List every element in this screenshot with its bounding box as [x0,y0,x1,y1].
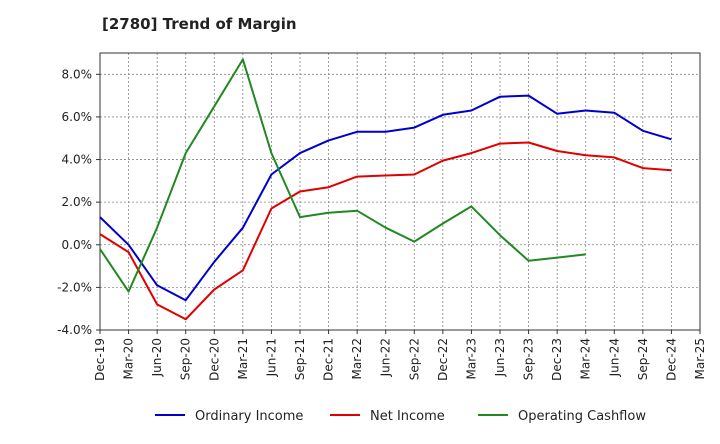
y-tick-label: 2.0% [62,195,93,209]
y-tick-label: 0.0% [62,238,93,252]
series-line-ordinary-income [99,94,672,302]
x-tick-label: Dec-19 [93,338,107,381]
axes: -4.0% -2.0% 0.0% 2.0% 4.0% 6.0% 8.0% Dec-19 Mar-… [57,52,707,381]
y-tick-label: -4.0% [57,323,92,337]
x-tick-label: Mar-22 [350,338,364,379]
x-tick-label: Jun-21 [264,338,278,377]
x-tick-label: Jun-23 [493,338,507,377]
x-tick-label: Jun-24 [607,338,621,377]
x-tick-label: Sep-24 [636,338,650,380]
x-tick-label: Dec-20 [207,338,221,381]
legend-label-net-income: Net Income [370,409,445,424]
x-tick-label: Sep-23 [522,338,536,380]
y-tick-label: 8.0% [62,67,93,81]
plot-frame [99,52,701,331]
x-tick-label: Mar-24 [579,338,593,379]
x-tick-label: Dec-24 [664,338,678,381]
x-tick-label: Jun-20 [150,338,164,377]
legend-label-ordinary-income: Ordinary Income [195,409,303,424]
x-tick-label: Mar-25 [693,338,707,379]
grid [100,53,700,331]
y-tick-label: 4.0% [62,153,93,167]
x-tick-label: Jun-22 [379,338,393,377]
x-tick-label: Dec-22 [436,338,450,381]
legend: Ordinary Income Net Income Operating Cashf… [155,409,646,424]
chart-title: [2780] Trend of Margin [102,15,297,33]
legend-label-operating-cashflow: Operating Cashflow [518,409,646,424]
x-tick-label: Mar-20 [122,338,136,379]
x-tick-label: Dec-23 [550,338,564,381]
series-line-net-income [99,141,672,321]
x-tick-label: Mar-21 [236,338,250,379]
x-tick-label: Dec-21 [322,338,336,381]
series-line-operating-cashflow [99,58,586,293]
x-tick-label: Sep-22 [407,338,421,380]
series [99,58,672,321]
y-tick-label: 6.0% [62,110,93,124]
x-tick-label: Mar-23 [464,338,478,379]
x-tick-label: Sep-21 [293,338,307,380]
y-tick-label: -2.0% [57,280,92,294]
x-tick-label: Sep-20 [179,338,193,380]
